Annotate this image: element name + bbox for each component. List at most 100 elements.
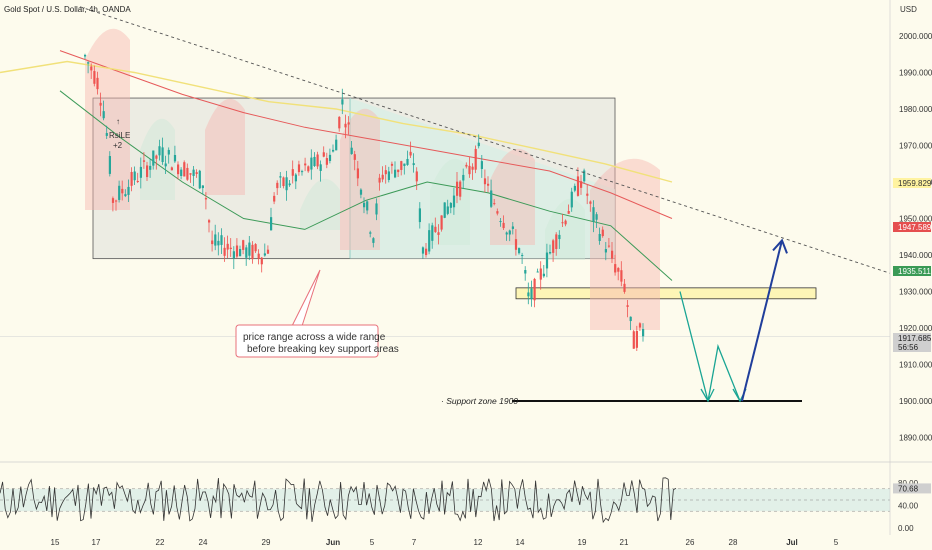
candle-body	[573, 185, 576, 191]
candle-body	[452, 195, 456, 208]
candle-body	[400, 161, 403, 170]
candle-body	[363, 202, 366, 208]
projection-blue-path	[741, 240, 783, 402]
candle-body	[524, 270, 527, 274]
candle-body	[84, 54, 87, 57]
candle-body	[428, 230, 431, 252]
candle-body	[561, 222, 564, 224]
candle-body	[356, 168, 359, 179]
candle-body	[189, 173, 192, 175]
candle-body	[598, 234, 601, 241]
annotation-line-2: before breaking key support areas	[247, 344, 399, 355]
callout-pointer	[291, 269, 321, 327]
candle-body	[276, 182, 279, 189]
candle-body	[254, 244, 257, 252]
price-badge	[893, 222, 931, 232]
candle-body	[431, 225, 434, 241]
chart-title: Gold Spot / U.S. Dollar, 4h, OANDA	[4, 5, 131, 14]
cloud-shade	[545, 198, 585, 260]
candle-body	[99, 102, 102, 106]
x-tick-label: 28	[729, 538, 738, 547]
x-tick-label: 22	[156, 538, 165, 547]
candle-body	[387, 171, 390, 180]
candle-body	[570, 191, 573, 208]
x-tick-label: Jul	[786, 538, 798, 547]
candle-body	[161, 147, 164, 163]
candle-body	[223, 247, 226, 256]
oscillator-tick-label: 40.00	[898, 502, 919, 511]
cloud-shade	[140, 118, 175, 200]
candle-body	[601, 229, 604, 237]
candle-body	[635, 331, 638, 348]
candle-body	[471, 166, 474, 170]
candle-body	[638, 323, 642, 328]
candle-body	[459, 181, 462, 197]
y-tick-label: 1980.000	[899, 105, 932, 114]
y-tick-label: 1920.000	[899, 324, 932, 333]
candle-body	[347, 122, 350, 125]
candle-body	[375, 203, 378, 215]
candle-body	[195, 172, 198, 174]
oscillator-badge-label: 70.68	[898, 484, 919, 493]
candle-body	[142, 160, 146, 162]
candle-body	[344, 123, 347, 128]
candle-body	[301, 171, 304, 173]
candle-body	[372, 238, 375, 243]
price-badge	[893, 178, 931, 188]
price-badge-label: 1935.511	[898, 267, 931, 276]
candle-body	[586, 193, 589, 196]
candle-body	[177, 164, 180, 175]
candle-body	[139, 166, 142, 178]
candle-body	[604, 249, 607, 253]
candle-body	[285, 177, 288, 191]
candle-body	[325, 158, 328, 165]
arrow-down-icon	[700, 388, 715, 403]
candle-body	[198, 170, 201, 189]
candle-body	[502, 222, 505, 229]
candle-body	[152, 150, 155, 166]
candle-body	[487, 183, 490, 186]
x-tick-label: 12	[474, 538, 483, 547]
candle-body	[232, 251, 235, 259]
candle-body	[251, 244, 254, 260]
candle-body	[406, 158, 409, 165]
candle-body	[595, 214, 598, 220]
x-tick-label: 14	[516, 538, 525, 547]
price-badge-label: 1917.685	[898, 334, 932, 343]
x-tick-label: 17	[92, 538, 101, 547]
x-tick-label: 15	[51, 538, 60, 547]
candle-body	[121, 188, 124, 194]
candle-body	[483, 178, 487, 185]
candle-body	[499, 221, 502, 223]
candle-body	[403, 163, 406, 166]
candle-body	[505, 232, 508, 235]
candle-body	[614, 264, 617, 273]
y-tick-label: 1950.000	[899, 215, 932, 224]
x-tick-label: 24	[199, 538, 208, 547]
ma-red-line	[59, 50, 673, 219]
candle-body	[136, 181, 139, 183]
candle-body	[226, 243, 229, 250]
candle-body	[245, 247, 248, 258]
candle-body	[170, 167, 173, 171]
candle-body	[183, 162, 186, 177]
candle-body	[545, 252, 549, 269]
oscillator-tick-label: 0.00	[898, 524, 914, 533]
candle-body	[527, 292, 530, 297]
candle-body	[508, 230, 511, 235]
candle-body	[96, 77, 99, 90]
annotation-line-1: price range across a wide range	[243, 332, 386, 343]
candlesticks	[84, 53, 645, 352]
candle-body	[248, 242, 251, 256]
candle-body	[105, 133, 108, 136]
candle-body	[118, 185, 121, 200]
candle-body	[115, 200, 118, 202]
ma-yellow-line	[0, 60, 673, 183]
annotation-callout[interactable]: price range across a wide range before b…	[235, 269, 399, 358]
candle-body	[310, 157, 313, 170]
candle-body	[592, 207, 595, 222]
